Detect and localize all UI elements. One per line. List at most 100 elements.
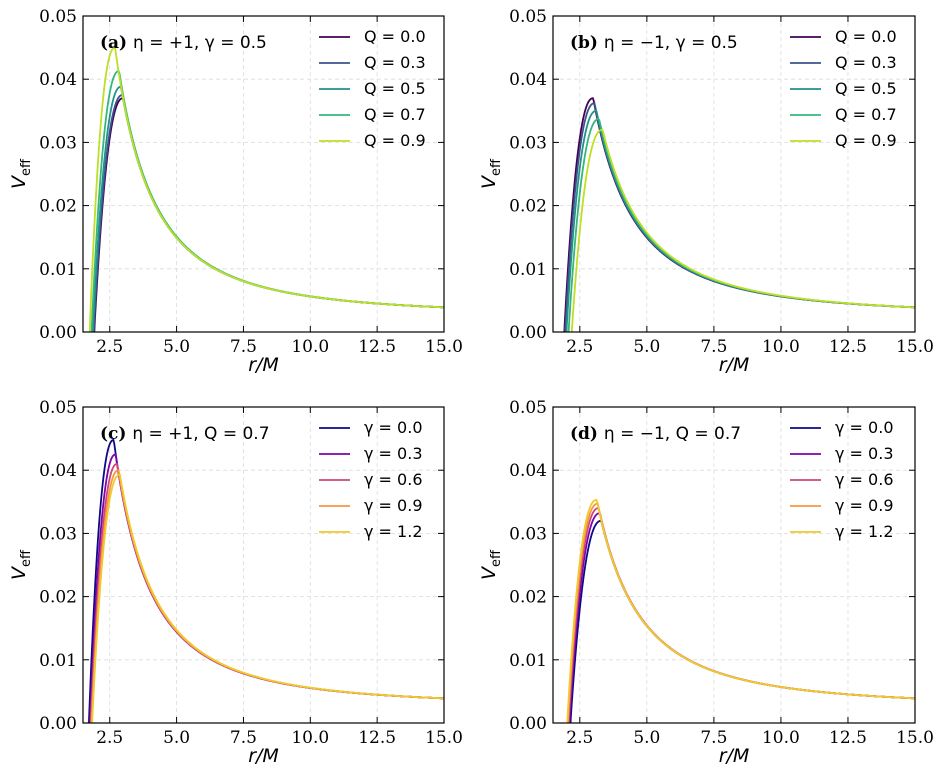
legend: γ = 0.0 γ = 0.3 γ = 0.6 γ = 0.9 γ = 1.2	[319, 418, 423, 541]
x-tick-label: 2.5	[96, 337, 123, 357]
y-axis-label-sub: eff	[19, 158, 34, 176]
y-axis-label-main: V	[8, 565, 30, 580]
y-tick-label: 0.04	[509, 70, 547, 90]
y-axis-label: Veff	[8, 158, 34, 189]
legend-label: Q = 0.3	[364, 53, 426, 72]
y-tick-label: 0.04	[39, 70, 77, 90]
y-axis-label-sub: eff	[19, 549, 34, 567]
panel-title-text: η = +1, γ = 0.5	[133, 33, 267, 53]
panel-c: 2.5 5.0 7.5 10.0 12.5 15.0 0.00 0.01 0.02 0.03 0.0…	[8, 398, 463, 767]
y-tick-label: 0.02	[39, 197, 77, 217]
y-tick-label: 0.01	[509, 651, 547, 671]
y-axis-label-main: V	[478, 565, 500, 580]
x-axis-label: r/M	[719, 745, 750, 767]
x-tick-label: 15.0	[425, 337, 463, 357]
y-axis-label: Veff	[8, 549, 34, 580]
x-tick-label: 10.0	[762, 728, 800, 748]
legend-label: γ = 0.3	[364, 444, 423, 463]
series-line-2	[92, 85, 444, 332]
legend-label: Q = 0.9	[364, 131, 426, 150]
legend-label: γ = 0.6	[364, 470, 423, 489]
legend-label: γ = 0.3	[835, 444, 894, 463]
x-tick-label: 10.0	[291, 337, 329, 357]
series-group	[88, 46, 444, 332]
y-tick-label: 0.00	[39, 323, 77, 343]
series-line-4	[566, 498, 915, 723]
x-tick-label: 15.0	[896, 728, 934, 748]
panel-d: 2.5 5.0 7.5 10.0 12.5 15.0 0.00 0.01 0.02 0.03 0.0…	[478, 398, 934, 767]
y-tick-label: 0.02	[509, 588, 547, 608]
x-tick-label: 5.0	[163, 728, 190, 748]
panel-title-text: η = −1, Q = 0.7	[604, 424, 741, 444]
x-tick-label: 7.5	[230, 337, 257, 357]
series-line-2	[567, 507, 915, 723]
x-tick-label: 12.5	[358, 728, 396, 748]
y-tick-label: 0.04	[509, 461, 547, 481]
x-tick-label: 5.0	[163, 337, 190, 357]
axes-frame	[552, 15, 916, 333]
y-tick-label: 0.01	[39, 260, 77, 280]
x-axis-label: r/M	[719, 354, 750, 376]
y-tick-label: 0.04	[39, 461, 77, 481]
y-tick-label: 0.03	[39, 133, 77, 153]
y-tick-label: 0.05	[39, 398, 77, 418]
x-axis-label: r/M	[248, 745, 279, 767]
x-tick-label: 5.0	[633, 337, 660, 357]
y-axis-label-text: Veff	[8, 158, 34, 189]
x-tick-label: 7.5	[230, 728, 257, 748]
panel-a: 2.5 5.0 7.5 10.0 12.5 15.0 0.00 0.01 0.02 0.03 0.0…	[8, 7, 463, 376]
series-line-1	[568, 512, 915, 723]
legend-label: Q = 0.5	[364, 79, 426, 98]
legend-label: γ = 1.2	[835, 522, 894, 541]
series-line-0	[569, 519, 915, 723]
legend: γ = 0.0 γ = 0.3 γ = 0.6 γ = 0.9 γ = 1.2	[790, 418, 894, 541]
x-tick-label: 12.5	[829, 337, 867, 357]
legend-label: γ = 0.0	[364, 418, 423, 437]
legend-label: γ = 0.9	[364, 496, 423, 515]
y-tick-label: 0.05	[509, 398, 547, 418]
x-tick-label: 5.0	[633, 728, 660, 748]
y-tick-label: 0.02	[509, 197, 547, 217]
y-axis-label-main: V	[8, 174, 30, 189]
legend-label: Q = 0.9	[835, 131, 897, 150]
series-group	[566, 498, 915, 723]
y-tick-label: 0.03	[39, 524, 77, 544]
x-tick-label: 15.0	[896, 337, 934, 357]
y-tick-label: 0.05	[39, 7, 77, 27]
legend: Q = 0.0 Q = 0.3 Q = 0.5 Q = 0.7 Q = 0.9	[319, 27, 426, 150]
y-axis-label-text: Veff	[478, 549, 504, 580]
legend: Q = 0.0 Q = 0.3 Q = 0.5 Q = 0.7 Q = 0.9	[790, 27, 897, 150]
legend-label: γ = 0.6	[835, 470, 894, 489]
panel-title: (a) η = +1, γ = 0.5	[100, 33, 267, 53]
series-line-4	[88, 46, 444, 332]
x-tick-label: 12.5	[829, 728, 867, 748]
y-tick-label: 0.00	[39, 714, 77, 734]
series-group	[88, 438, 444, 723]
axes-frame	[82, 406, 445, 724]
series-line-4	[570, 128, 915, 332]
panel-title-label: (b)	[570, 33, 604, 53]
series-line-4	[91, 473, 444, 723]
y-axis-label-sub: eff	[489, 158, 504, 176]
y-tick-label: 0.02	[39, 588, 77, 608]
x-tick-label: 2.5	[566, 728, 593, 748]
x-tick-label: 15.0	[425, 728, 463, 748]
panel-title: (b) η = −1, γ = 0.5	[570, 33, 738, 53]
legend-label: Q = 0.7	[364, 105, 426, 124]
y-axis-label: Veff	[478, 549, 504, 580]
legend-label: γ = 0.0	[835, 418, 894, 437]
axes-frame	[82, 15, 445, 333]
axes-frame	[552, 406, 916, 724]
y-axis-label-sub: eff	[489, 549, 504, 567]
legend-label: γ = 1.2	[364, 522, 423, 541]
panel-title: (d) η = −1, Q = 0.7	[570, 424, 741, 444]
y-tick-label: 0.03	[509, 133, 547, 153]
y-tick-label: 0.00	[509, 323, 547, 343]
panel-title-text: η = +1, Q = 0.7	[132, 424, 269, 444]
legend-label: Q = 0.5	[835, 79, 897, 98]
x-tick-label: 7.5	[700, 728, 727, 748]
y-tick-label: 0.01	[509, 260, 547, 280]
x-tick-label: 12.5	[358, 337, 396, 357]
y-tick-label: 0.03	[509, 524, 547, 544]
